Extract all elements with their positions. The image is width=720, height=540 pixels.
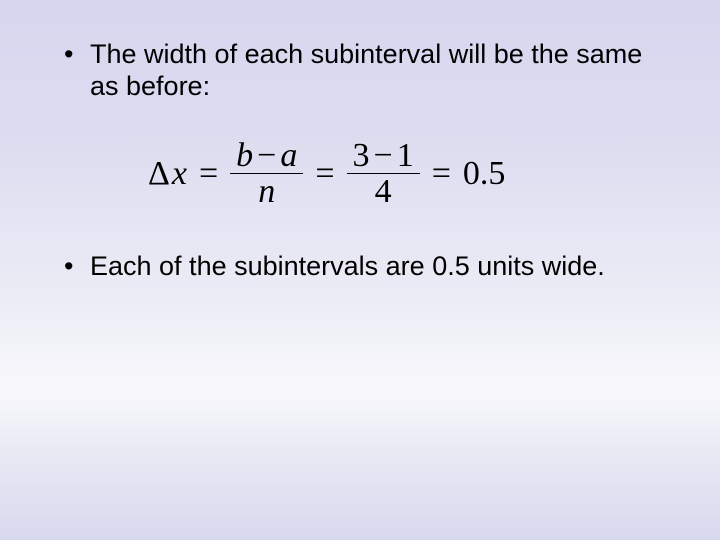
eq-equals-2: = <box>311 155 338 193</box>
eq-minus-1: − <box>253 137 280 174</box>
equation-block: Δx = b−a n = 3−1 4 = <box>148 138 660 210</box>
eq-minus-2: − <box>370 137 397 174</box>
bullet-item: The width of each subinterval will be th… <box>60 38 660 103</box>
eq-var-x: x <box>172 155 187 193</box>
eq-3: 3 <box>353 137 370 174</box>
eq-frac2-den: 4 <box>369 174 398 210</box>
eq-frac2-num: 3−1 <box>347 138 420 175</box>
bullet-list: The width of each subinterval will be th… <box>60 38 660 283</box>
eq-delta: Δ <box>148 155 170 193</box>
eq-frac-2: 3−1 4 <box>347 138 420 210</box>
bullet-text: The width of each subinterval will be th… <box>90 39 642 101</box>
eq-a: a <box>280 137 297 174</box>
bullet-item: Each of the subintervals are 0.5 units w… <box>60 250 660 282</box>
eq-n: n <box>258 173 275 210</box>
eq-frac-1: b−a n <box>230 138 303 210</box>
eq-equals-1: = <box>195 155 222 193</box>
slide: The width of each subinterval will be th… <box>0 0 720 540</box>
eq-equals-3: = <box>428 155 455 193</box>
eq-1: 1 <box>397 137 414 174</box>
eq-frac1-num: b−a <box>230 138 303 175</box>
equation: Δx = b−a n = 3−1 4 = <box>148 138 660 210</box>
eq-result: 0.5 <box>463 155 506 193</box>
eq-frac1-den: n <box>252 174 281 210</box>
eq-b: b <box>236 137 253 174</box>
bullet-text: Each of the subintervals are 0.5 units w… <box>90 251 605 281</box>
